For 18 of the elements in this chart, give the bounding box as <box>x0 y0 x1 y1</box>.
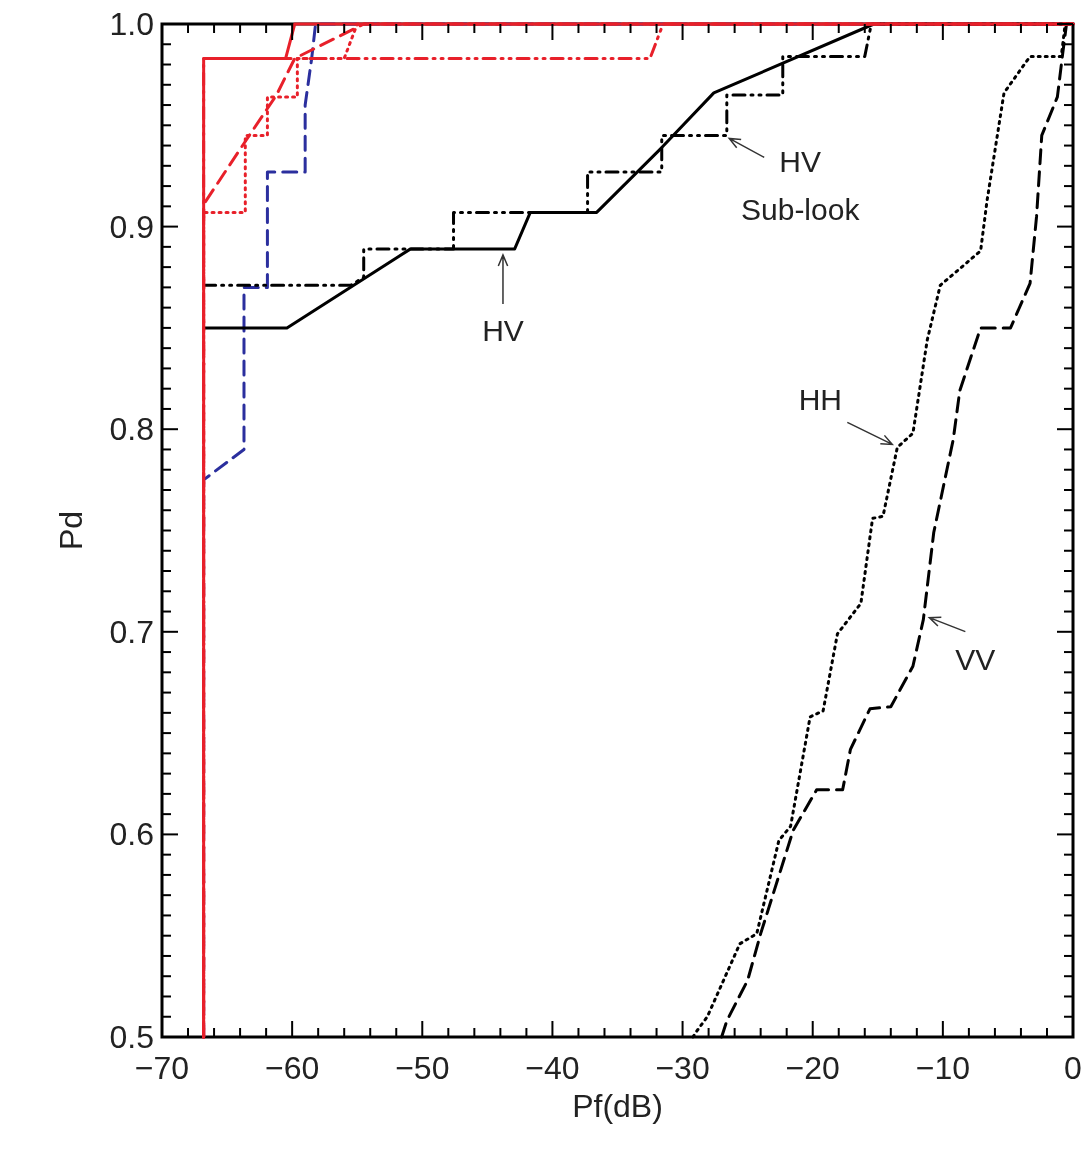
annotation: VV <box>955 642 996 676</box>
x-axis-title: Pf(dB) <box>572 1088 663 1124</box>
y-tick-label: 0.7 <box>109 613 154 650</box>
x-tick-label: −20 <box>785 1050 840 1086</box>
x-tick-label: −10 <box>915 1050 970 1086</box>
x-tick-label: −30 <box>655 1050 710 1086</box>
x-tick-label: 0 <box>1064 1050 1082 1086</box>
x-tick-label: −50 <box>395 1050 450 1086</box>
y-axis-title: Pd <box>53 510 89 551</box>
annotation: HH <box>798 383 842 417</box>
y-tick-label: 0.9 <box>109 208 154 245</box>
annotation: HV Sub-look <box>741 145 861 227</box>
y-tick-label: 0.8 <box>109 411 154 448</box>
x-tick-label: −40 <box>525 1050 580 1086</box>
y-tick-label: 0.6 <box>109 816 154 853</box>
x-tick-label: −60 <box>265 1050 320 1086</box>
y-tick-label: 1.0 <box>109 6 154 42</box>
annotation: HV <box>482 313 524 347</box>
